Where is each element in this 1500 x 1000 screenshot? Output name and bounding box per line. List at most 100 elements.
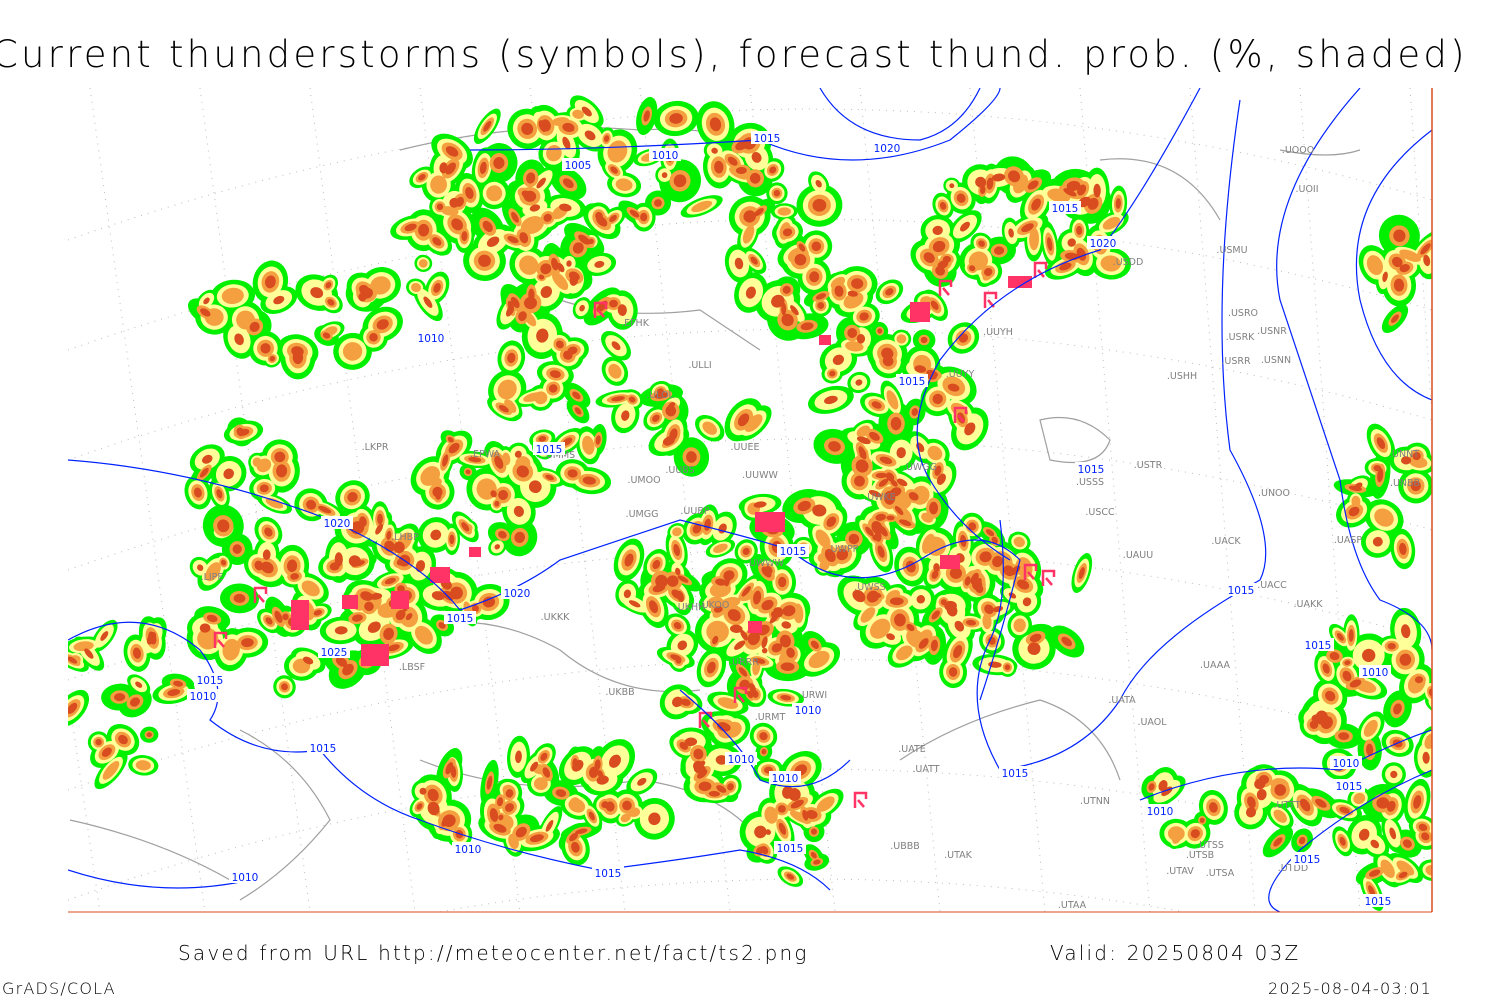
probability-cell [1421, 832, 1430, 841]
station-label: .UTAK [944, 850, 973, 861]
probability-cell [1322, 663, 1330, 674]
coastline [419, 759, 761, 841]
probability-cell [542, 767, 551, 778]
probability-cell [1390, 770, 1398, 779]
station-label: .UASP [1334, 535, 1363, 546]
probability-cell [760, 846, 769, 855]
probability-cell [578, 234, 591, 245]
probability-cell [780, 695, 792, 701]
probability-cell [730, 624, 743, 634]
probability-cell [478, 254, 491, 267]
probability-cell [676, 590, 684, 603]
probability-cell [654, 199, 662, 207]
thunderstorm-symbol [953, 406, 968, 423]
probability-cell [423, 296, 433, 308]
probability-cell [548, 384, 558, 393]
probability-cell [291, 346, 304, 357]
isobar-label: 1025 [321, 647, 348, 659]
probability-cell [1399, 249, 1421, 262]
meridian [969, 88, 1046, 912]
probability-cell [515, 750, 522, 764]
isobar-label-bg [187, 689, 219, 702]
probability-cell [582, 476, 596, 485]
probability-cell [800, 322, 814, 331]
storm-area [342, 595, 358, 609]
probability-cell [832, 354, 845, 365]
probability-cell [521, 122, 534, 135]
probability-cell [199, 623, 211, 633]
probability-cell [716, 785, 727, 793]
probability-cell [946, 603, 958, 617]
probability-cell [890, 479, 898, 487]
probability-cell [669, 113, 683, 124]
probability-cell [497, 797, 504, 807]
probability-cell [281, 683, 288, 691]
probability-cell [262, 549, 271, 560]
probability-cell [68, 656, 78, 664]
isobar-label: 1015 [899, 376, 926, 388]
station-label: .URMT [755, 712, 786, 723]
probability-cell [856, 334, 866, 344]
storm-area [755, 512, 785, 532]
isobar-label: 1015 [1365, 896, 1392, 908]
thunderstorm-symbol [853, 791, 868, 808]
probability-cell [1349, 679, 1362, 688]
probability-cell [1027, 642, 1041, 656]
probability-cell [1299, 798, 1311, 812]
probability-cell [607, 140, 628, 163]
probability-cell [1022, 597, 1032, 607]
probability-cell [100, 631, 109, 641]
station-label: .UMGG [626, 509, 659, 520]
probability-cell [562, 122, 575, 132]
isobar-label-bg [321, 516, 353, 529]
probability-cell [809, 271, 820, 283]
probability-cell [335, 656, 348, 667]
probability-cell [146, 632, 157, 645]
probability-cell [761, 599, 774, 611]
isobar-line [1268, 769, 1432, 912]
probability-cell [779, 634, 791, 648]
probability-cell [680, 698, 691, 706]
probability-cell [727, 783, 734, 791]
probability-cell [742, 224, 755, 244]
probability-cell [594, 260, 605, 268]
station-label: .UAOL [1137, 717, 1167, 728]
probability-cell [826, 516, 837, 527]
isobar-label: 1015 [197, 675, 224, 687]
probability-cell [367, 621, 381, 633]
probability-cell [786, 873, 795, 880]
probability-cell [507, 236, 519, 244]
probability-cell [811, 241, 822, 252]
probability-cell [252, 457, 262, 467]
thunderstorm-symbol [1041, 569, 1056, 586]
probability-cell [798, 243, 806, 252]
probability-cell [451, 218, 463, 231]
probability-cell [780, 662, 795, 672]
probability-cell [563, 350, 573, 360]
valid-time-text: Valid: 20250804 03Z [1050, 941, 1301, 965]
probability-cell [1386, 800, 1396, 812]
station-label: .UTDD [1278, 863, 1308, 874]
probability-cell [761, 748, 767, 755]
probability-cell [608, 363, 622, 379]
isobar-line [1276, 88, 1432, 651]
probability-cell [418, 259, 428, 268]
probability-cell [724, 576, 730, 587]
isobar-label-bg [1333, 779, 1365, 792]
probability-cell [519, 255, 539, 275]
probability-cell [514, 450, 522, 458]
isobar-label-bg [725, 752, 757, 765]
probability-cell [713, 606, 723, 613]
station-label: .USSS [1076, 477, 1104, 488]
probability-cell [465, 469, 471, 475]
probability-cell [986, 177, 994, 190]
probability-cell [498, 530, 507, 539]
probability-cell [744, 414, 763, 432]
probability-cell [135, 760, 151, 771]
probability-cell [648, 600, 659, 614]
probability-cell [672, 527, 682, 537]
probability-cell [450, 586, 463, 600]
probability-cell [1425, 864, 1432, 876]
probability-cell [1063, 188, 1077, 197]
probability-cell [203, 297, 210, 305]
